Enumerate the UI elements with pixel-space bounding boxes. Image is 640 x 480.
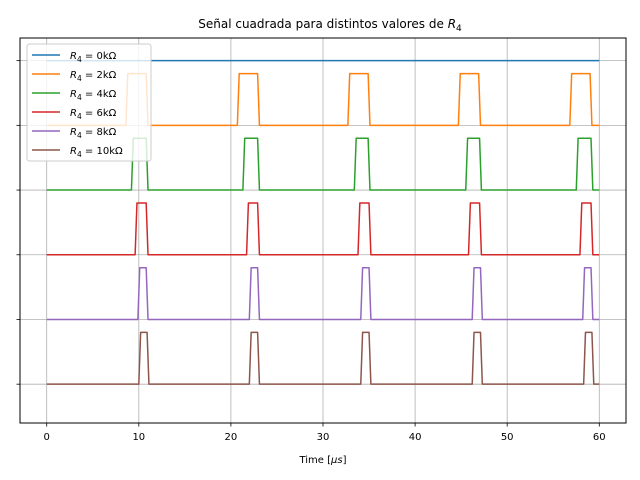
x-tick-label: 20 [225, 432, 238, 443]
x-tick-label: 10 [132, 432, 145, 443]
series-line-4 [46, 202, 600, 256]
x-tick-label: 50 [501, 432, 514, 443]
plot-lines [46, 59, 600, 385]
x-tick-label: 30 [317, 432, 330, 443]
legend-label: R4 = 6kΩ [70, 108, 117, 121]
axes-frame [19, 37, 627, 424]
legend-label: R4 = 2kΩ [70, 70, 117, 83]
axis-ticks: 0 10 20 30 40 50 60 [16, 60, 606, 443]
series-line-6 [46, 331, 600, 385]
legend-label: R4 = 8kΩ [70, 127, 117, 140]
chart-title: Señal cuadrada para distintos valores de… [198, 17, 462, 34]
legend-label: R4 = 0kΩ [70, 51, 117, 64]
series-line-5 [46, 266, 600, 321]
legend-label: R4 = 10kΩ [70, 146, 123, 159]
legend: R4 = 0kΩ R4 = 2kΩ R4 = 4kΩ R4 = 6kΩ R4 = 8kΩ… [26, 43, 152, 162]
x-tick-label: 40 [409, 432, 422, 443]
legend-label: R4 = 4kΩ [70, 89, 117, 102]
series-line-3 [46, 137, 600, 191]
x-tick-label: 0 [44, 432, 50, 443]
x-tick-label: 60 [593, 432, 606, 443]
x-axis-title: Time [μs] [298, 455, 346, 466]
